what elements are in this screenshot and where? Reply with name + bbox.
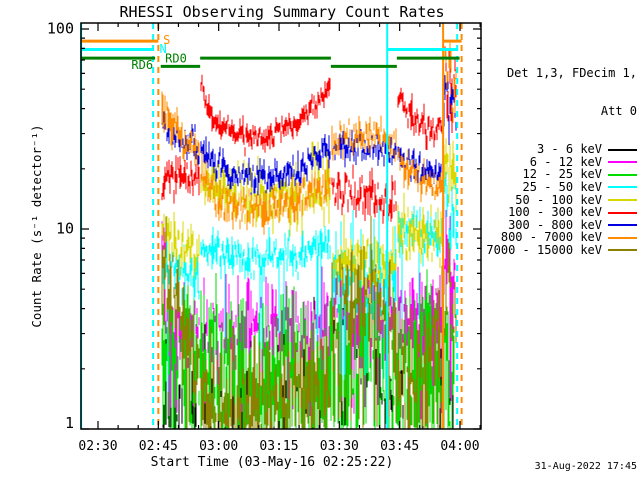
flag-label-RD0: RD0 — [165, 51, 187, 65]
legend-color-swatch — [608, 148, 637, 151]
flag-label-N: N — [160, 42, 167, 56]
legend-entry: 7000 - 15000 keV — [480, 244, 637, 257]
series-800-7000keV-trace — [161, 42, 457, 235]
legend-color-swatch — [608, 161, 637, 164]
legend-header-line2: Att 0 — [600, 103, 637, 118]
legend-color-swatch — [608, 173, 637, 176]
x-tick-label: 03:00 — [199, 439, 238, 454]
legend-header-line1: Det 1,3, FDecim 1, — [506, 65, 637, 80]
y-tick-label: 100 — [47, 20, 74, 38]
y-tick-label: 1 — [65, 414, 74, 432]
legend-entry: 100 - 300 keV — [480, 206, 637, 219]
x-axis-label: Start Time (03-May-16 02:25:22) — [150, 455, 394, 470]
plot-creation-timestamp: 31-Aug-2022 17:45 — [534, 461, 637, 472]
legend-entry-label: 3 - 6 keV — [536, 142, 602, 157]
legend-entry-label: 800 - 7000 keV — [500, 230, 602, 245]
legend-color-swatch — [608, 211, 637, 214]
legend-entry: 800 - 7000 keV — [480, 230, 637, 245]
legend-entry: 3 - 6 keV — [480, 143, 637, 156]
legend-entry: 6 - 12 keV — [480, 156, 637, 169]
axis-ticks — [81, 23, 481, 430]
legend-entry-label: 100 - 300 keV — [508, 205, 602, 220]
legend-color-swatch — [608, 249, 637, 252]
legend-color-swatch — [608, 199, 637, 202]
legend-entry: 12 - 25 keV — [480, 167, 637, 182]
page-title: RHESSI Observing Summary Count Rates — [119, 3, 445, 21]
legend-entry: 50 - 100 keV — [480, 192, 637, 207]
legend-entries: 3 - 6 keV 6 - 12 keV 12 - 25 keV 25 - 50 ke… — [480, 143, 637, 256]
x-tick-label: 02:45 — [139, 439, 178, 454]
legend-color-swatch — [608, 224, 637, 227]
legend-entry-label: 25 - 50 keV — [522, 180, 602, 195]
legend-entry-label: 7000 - 15000 keV — [486, 243, 602, 258]
y-tick-label: 10 — [56, 220, 74, 238]
y-axis-label: Count Rate (s⁻¹ detector⁻¹) — [29, 124, 44, 328]
legend-entry: 300 - 800 keV — [480, 219, 637, 232]
series-7000-15000keV-trace — [161, 215, 457, 429]
x-tick-label: 03:15 — [259, 439, 298, 454]
legend: Det 1,3, FDecim 1, Att 0 3 - 6 keV 6 - 12… — [480, 41, 637, 282]
legend-entry-label: 12 - 25 keV — [522, 167, 602, 182]
legend-entry: 25 - 50 keV — [480, 181, 637, 194]
legend-color-swatch — [608, 236, 637, 239]
legend-color-swatch — [608, 186, 637, 189]
x-tick-label: 03:45 — [380, 439, 419, 454]
plot-frame — [80, 22, 482, 430]
x-tick-label: 02:30 — [78, 439, 117, 454]
series-100-300keV-trace — [161, 46, 457, 224]
x-tick-label: 04:00 — [440, 439, 479, 454]
x-tick-label: 03:30 — [320, 439, 359, 454]
legend-entry-label: 300 - 800 keV — [508, 217, 602, 232]
legend-entry-label: 6 - 12 keV — [529, 154, 602, 169]
legend-entry-label: 50 - 100 keV — [515, 192, 602, 207]
flag-label-S: S — [163, 33, 170, 47]
flag-label-RD6: RD6 — [131, 58, 153, 72]
